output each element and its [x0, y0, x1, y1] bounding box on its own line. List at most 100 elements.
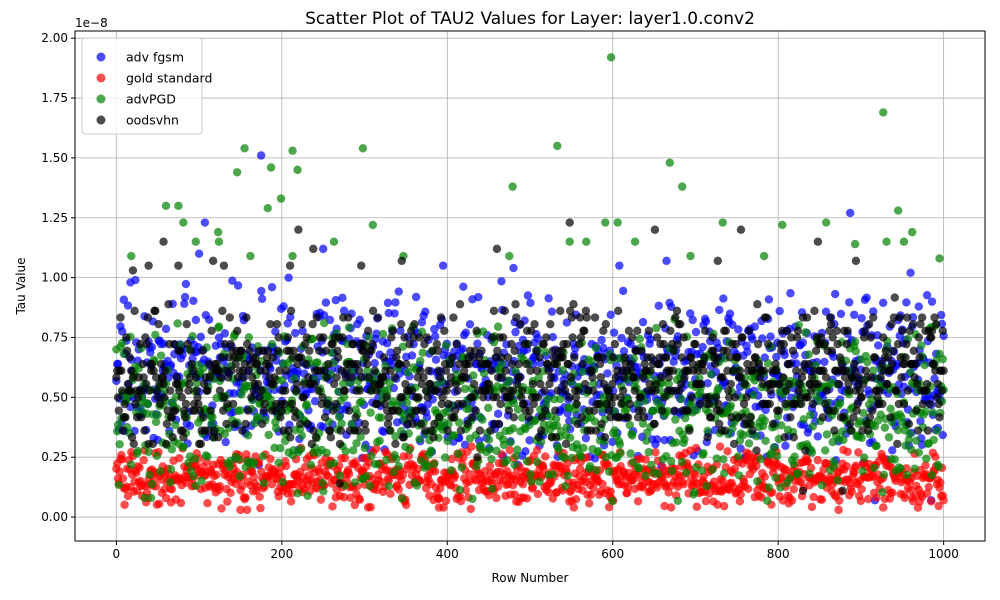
data-point: [739, 413, 748, 422]
data-point: [786, 413, 795, 422]
data-point: [267, 339, 277, 349]
data-point: [646, 335, 655, 344]
data-point: [302, 400, 312, 409]
data-point: [168, 433, 177, 442]
data-point: [722, 346, 731, 355]
data-point: [763, 339, 773, 349]
data-point: [522, 457, 532, 466]
data-point: [511, 300, 520, 309]
data-point: [498, 333, 508, 342]
data-point: [503, 353, 513, 362]
data-point: [314, 386, 323, 395]
data-point: [744, 439, 754, 448]
data-point: [851, 461, 861, 470]
data-point: [384, 413, 394, 422]
data-point: [893, 339, 903, 349]
data-point: [236, 505, 245, 515]
data-point: [566, 373, 576, 382]
data-point: [455, 300, 465, 309]
data-point: [477, 346, 486, 355]
data-point: [905, 326, 914, 336]
data-point: [562, 423, 572, 432]
data-point: [565, 218, 574, 227]
data-point: [241, 419, 250, 429]
data-point: [288, 251, 297, 261]
data-point: [532, 446, 542, 455]
data-point: [383, 385, 393, 395]
data-point: [597, 419, 606, 429]
data-point: [274, 333, 283, 342]
data-point: [151, 373, 161, 382]
data-point: [822, 386, 832, 395]
data-point: [340, 453, 350, 463]
data-point: [393, 406, 403, 415]
data-point: [912, 406, 921, 415]
data-point: [319, 487, 328, 496]
data-point: [700, 326, 710, 336]
data-point: [193, 393, 202, 402]
data-point: [842, 339, 851, 349]
data-point: [626, 449, 635, 458]
data-point: [309, 426, 318, 435]
data-point: [604, 406, 614, 415]
data-point: [547, 307, 557, 316]
data-point: [557, 346, 567, 355]
data-point: [355, 315, 365, 325]
data-point: [322, 373, 331, 382]
data-point: [577, 413, 586, 422]
chart-title: Scatter Plot of TAU2 Values for Layer: l…: [305, 9, 755, 29]
data-point: [939, 366, 948, 375]
data-point: [683, 406, 692, 415]
data-point: [373, 460, 383, 469]
data-point: [899, 399, 909, 409]
data-point: [647, 460, 656, 470]
data-point: [654, 301, 663, 310]
data-point: [307, 439, 316, 449]
data-point: [406, 326, 416, 336]
data-point: [143, 313, 153, 322]
data-point: [412, 481, 422, 490]
data-point: [485, 461, 495, 471]
data-point: [938, 430, 948, 440]
data-point: [799, 366, 808, 375]
data-point: [551, 406, 560, 415]
data-point: [639, 413, 649, 422]
data-point: [718, 218, 727, 227]
data-point: [659, 339, 668, 349]
data-points: [112, 53, 948, 515]
data-point: [321, 346, 331, 355]
data-point: [808, 422, 817, 431]
data-point: [431, 386, 441, 395]
data-point: [415, 333, 424, 342]
data-point: [226, 339, 235, 349]
data-point: [194, 399, 203, 409]
data-point: [900, 359, 909, 369]
data-point: [848, 373, 857, 382]
legend: adv fgsm gold standard advPGD oodsvhn: [81, 37, 212, 135]
data-point: [196, 439, 206, 449]
data-point: [180, 299, 189, 309]
data-point: [743, 359, 752, 369]
data-point: [665, 158, 675, 167]
data-point: [151, 417, 161, 427]
data-point: [532, 366, 542, 375]
data-point: [266, 163, 276, 172]
data-point: [638, 419, 648, 428]
data-point: [469, 371, 478, 380]
data-point: [740, 379, 750, 389]
data-point: [504, 376, 514, 385]
data-point: [582, 237, 591, 246]
data-point: [826, 319, 836, 329]
data-point: [570, 353, 579, 362]
data-point: [143, 399, 153, 409]
data-point: [591, 343, 601, 352]
data-point: [638, 373, 648, 382]
data-point: [908, 227, 917, 237]
data-point: [882, 237, 891, 246]
legend-marker: [96, 73, 106, 83]
data-point: [590, 313, 600, 322]
data-point: [516, 319, 525, 329]
data-point: [312, 313, 321, 322]
y-axis-multiplier: 1e−8: [75, 16, 108, 30]
data-point: [599, 379, 609, 389]
